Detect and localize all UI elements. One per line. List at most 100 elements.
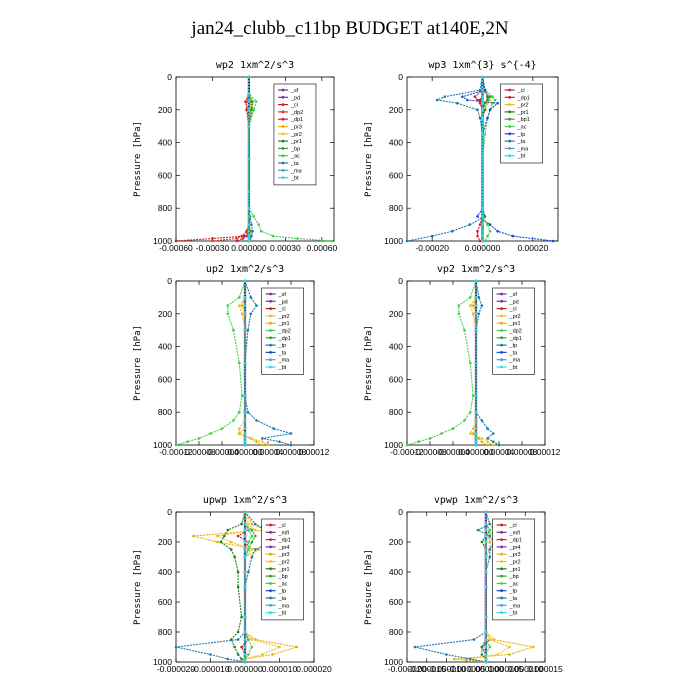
data-point (272, 427, 276, 430)
y-tick-label: 600 (389, 374, 403, 384)
legend-marker (500, 538, 503, 541)
data-point (240, 304, 244, 307)
data-point (243, 638, 247, 641)
data-point (484, 615, 488, 619)
data-point (174, 239, 178, 243)
legend-label: _ta (509, 596, 519, 602)
y-tick-label: 400 (389, 138, 403, 148)
data-point (261, 440, 264, 444)
legend-label: _sf (509, 292, 518, 298)
data-point (246, 328, 250, 332)
legend-label: _ta (278, 350, 288, 356)
data-point (261, 437, 264, 440)
data-point (474, 443, 478, 447)
legend-marker (500, 314, 503, 318)
data-point (486, 440, 489, 444)
legend-marker (508, 88, 512, 92)
panel-title: upwp 1xm^2/s^3 (203, 495, 287, 506)
data-point (243, 427, 247, 430)
legend-label: _pr3 (509, 552, 521, 558)
data-point (481, 239, 484, 243)
data-point (252, 215, 256, 218)
legend-marker (269, 365, 272, 369)
legend-marker (269, 351, 272, 354)
data-point (243, 361, 247, 365)
data-point (247, 638, 250, 641)
y-tick-label: 800 (389, 407, 403, 417)
legend-marker (500, 530, 503, 534)
data-point (488, 534, 492, 538)
data-point (246, 410, 250, 414)
data-point (496, 101, 499, 105)
data-point (295, 645, 299, 649)
y-tick-label: 1000 (384, 440, 403, 450)
data-point (240, 234, 243, 238)
data-point (220, 427, 224, 430)
legend-label: _ac (290, 154, 300, 160)
data-point (481, 95, 484, 98)
legend-label: _cl (509, 307, 517, 313)
data-point (243, 540, 247, 544)
y-tick-label: 600 (158, 597, 172, 607)
data-point (469, 304, 472, 307)
series-line (175, 280, 246, 446)
panel-title: up2 1xm^2/s^3 (206, 264, 284, 275)
data-point (477, 312, 481, 316)
page-title: jan24_clubb_c11bp BUDGET at140E,2N (191, 18, 509, 39)
y-tick-label: 1000 (153, 657, 172, 667)
x-tick-label: -0.000005 (447, 664, 486, 674)
data-point (484, 645, 488, 649)
legend-label: _dp1 (509, 538, 522, 544)
data-point (249, 312, 253, 316)
legend-marker (500, 329, 503, 332)
data-point (247, 234, 251, 238)
data-point (488, 522, 492, 526)
data-point (236, 534, 240, 538)
data-point (474, 361, 478, 365)
data-point (247, 190, 251, 194)
legend-marker (500, 545, 503, 549)
data-point (247, 570, 250, 574)
series-line (244, 512, 256, 662)
data-point (551, 239, 555, 243)
data-point (278, 645, 281, 649)
data-point (471, 432, 475, 435)
data-point (484, 630, 488, 634)
data-point (243, 432, 247, 435)
data-point (250, 528, 254, 532)
data-point (243, 279, 247, 283)
data-point (266, 443, 270, 447)
data-point (261, 653, 264, 656)
legend-marker (269, 545, 272, 549)
data-point (254, 528, 257, 532)
x-tick-label: 0.000015 (527, 664, 563, 674)
data-point (226, 657, 230, 661)
data-point (250, 223, 253, 226)
x-tick-label: -0.00020 (415, 243, 449, 253)
data-point (488, 528, 492, 532)
legend-marker (500, 365, 503, 369)
x-tick-label: -0.00030 (196, 243, 230, 253)
y-tick-label: 800 (389, 627, 403, 637)
data-point (471, 394, 475, 398)
data-point (232, 328, 235, 332)
legend-marker (508, 125, 512, 128)
legend-label: _pr1 (509, 321, 521, 327)
data-point (254, 534, 257, 538)
data-point (243, 510, 247, 514)
x-tick-label: -0.00008 (182, 447, 216, 457)
x-tick-label: 0.00030 (270, 243, 301, 253)
legend-marker (500, 582, 503, 585)
data-point (236, 638, 240, 641)
y-tick-label: 600 (389, 170, 403, 180)
legend-label: _pd (509, 299, 519, 305)
data-point (243, 570, 247, 574)
panel-title: wp2 1xm^2/s^3 (216, 60, 294, 71)
series-line (238, 281, 269, 446)
data-point (271, 234, 275, 238)
data-point (461, 95, 464, 98)
data-point (254, 100, 258, 103)
data-point (247, 237, 251, 240)
x-tick-label: 0.00012 (530, 447, 561, 457)
data-point (296, 237, 299, 240)
